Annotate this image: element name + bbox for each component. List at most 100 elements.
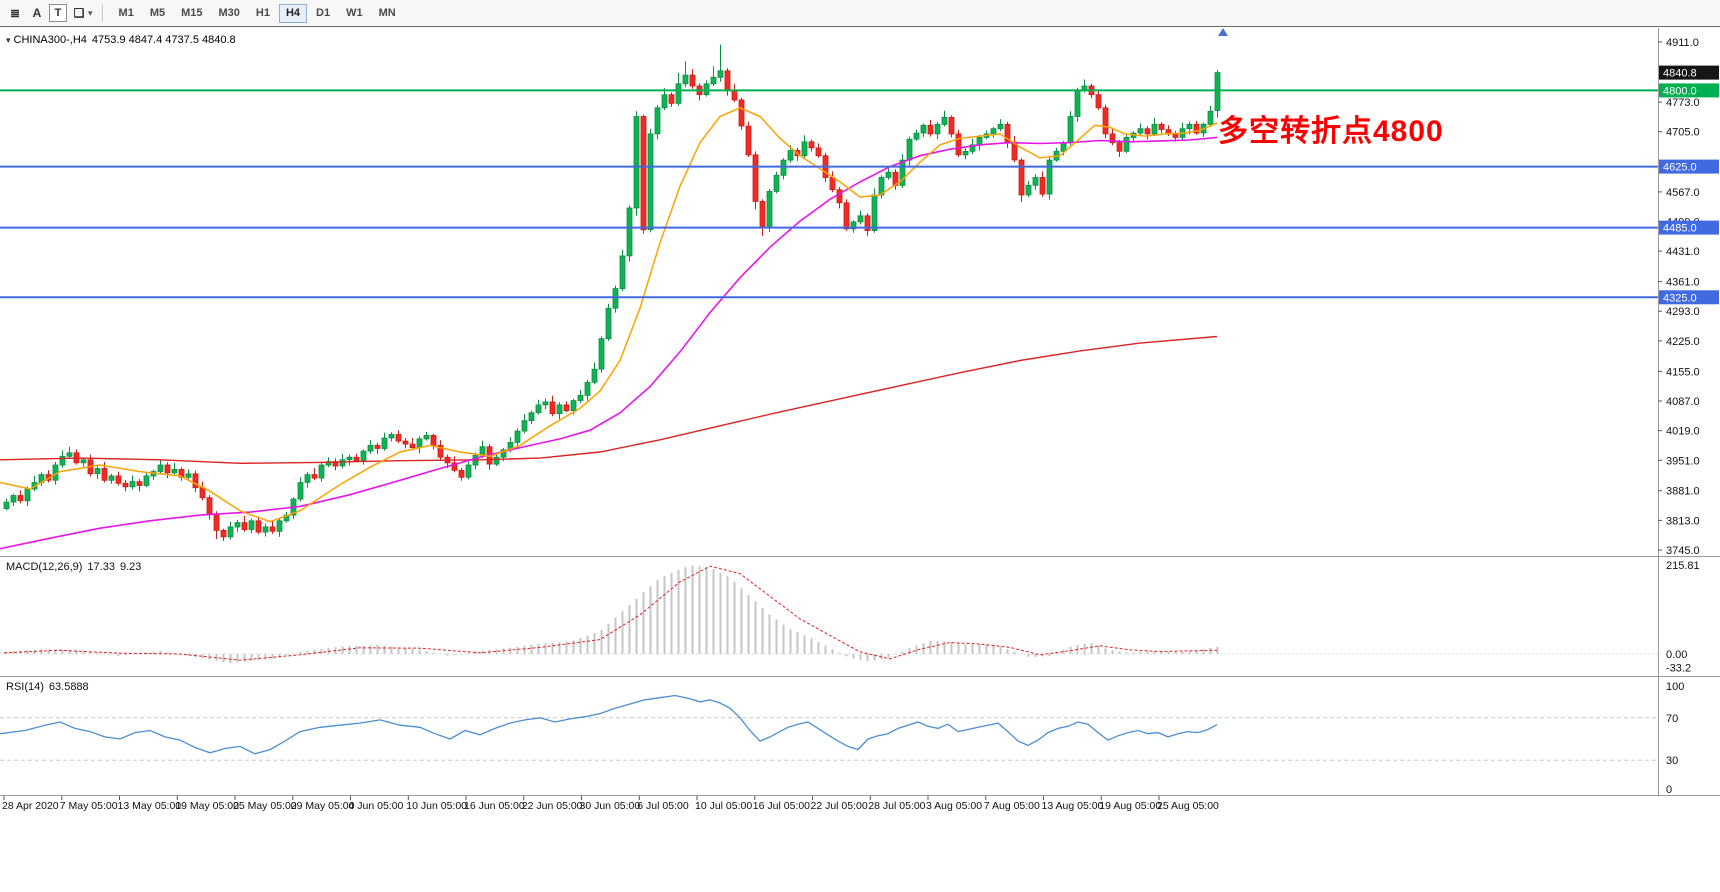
price-badge-label: 4485.0 [1663,223,1697,235]
macd-axis-label: -33.2 [1666,663,1691,675]
horizontal-level-lines[interactable] [0,89,1658,299]
candle [458,469,465,478]
candle [1102,107,1109,135]
candle [675,83,682,104]
candle [577,394,584,401]
cursor-icon[interactable]: A [32,6,42,20]
candle [1193,123,1200,134]
candle [1123,136,1130,152]
timeframe-button-mn[interactable]: MN [372,4,403,23]
price-tick-label: 4773.0 [1666,97,1700,109]
candle [535,404,542,414]
time-label: 25 Aug 05:00 [1157,800,1219,812]
candle [143,475,150,486]
timeframe-button-m30[interactable]: M30 [212,4,247,23]
text-tool-icon[interactable]: T [49,4,67,22]
timeframe-button-group: M1 M5 M15 M30 H1 H4 D1 W1 MN [111,3,404,23]
candle [689,74,696,87]
candle [346,456,353,461]
candle [423,434,430,440]
candle [220,530,227,538]
time-label: 3 Aug 05:00 [926,800,982,812]
candle [122,482,129,488]
candle [262,526,269,533]
candle [17,495,24,502]
candle [3,501,10,510]
candle [591,368,598,383]
candle [514,430,521,443]
chevron-down-icon[interactable]: ▾ [88,7,93,18]
candle [479,446,486,456]
candle [59,455,66,466]
price-tick-label: 4087.0 [1666,396,1700,408]
chart-canvas[interactable]: 4911.04773.04705.04567.04499.04431.04361… [0,28,1720,892]
price-tick-label: 4911.0 [1666,37,1699,49]
candle [129,481,136,488]
candle [682,74,689,85]
candle [934,123,941,135]
timeframe-button-h4[interactable]: H4 [278,3,308,23]
candle [955,133,962,156]
candle [1144,128,1151,135]
price-axis[interactable]: 4911.04773.04705.04567.04499.04431.04361… [1658,37,1719,557]
price-annotation: 多空转折点4800 [1218,115,1444,148]
candle [108,475,115,481]
macd-signal-line [3,565,1218,661]
chart-dropdown-icon[interactable]: ▾ [6,35,11,45]
candle [374,444,381,449]
candle [136,481,143,486]
time-label: 13 Aug 05:00 [1042,800,1104,812]
candle [1046,159,1053,195]
candle [157,464,164,472]
rsi-axis-label: 70 [1666,713,1678,725]
candle [269,526,276,532]
candle [276,520,283,532]
price-badge-label: 4800.0 [1663,85,1697,97]
rsi-pane: 100 70 30 0 [0,681,1684,796]
timeframe-button-d1[interactable]: D1 [309,4,337,23]
candle [612,288,619,309]
candle [787,150,794,161]
candle [465,464,472,478]
time-label: 29 May 05:00 [291,800,355,812]
candle [171,468,178,474]
price-badge-label: 4325.0 [1663,292,1697,304]
price-tick-label: 3745.0 [1666,545,1700,557]
timeframe-button-h1[interactable]: H1 [249,4,277,23]
candle [570,400,577,412]
charts-list-icon[interactable]: ≣ [9,6,21,20]
candle [402,440,409,445]
candle [626,207,633,257]
candle [10,495,17,503]
timeframe-button-m5[interactable]: M5 [143,4,172,23]
line-studies-icon[interactable]: ❏ [73,6,85,20]
time-label: 28 Jul 05:00 [868,800,925,812]
candle [1074,90,1081,117]
candle [948,117,955,135]
macd-axis-label: 0.00 [1666,649,1687,661]
candle [1109,133,1116,143]
candle [913,132,920,140]
macd-main-value: 17.33 [87,561,115,573]
price-tick-label: 4225.0 [1666,336,1700,348]
timeframe-button-m15[interactable]: M15 [174,4,209,23]
chart-shift-marker[interactable] [1218,28,1228,36]
time-label: 19 May 05:00 [175,800,239,812]
candle [339,459,346,467]
candle [871,194,878,231]
candle [164,464,171,474]
candle [528,412,535,421]
candle [563,404,570,411]
timeframe-button-w1[interactable]: W1 [339,4,370,23]
candle [717,70,724,78]
rsi-axis-label: 0 [1666,784,1672,796]
candle [745,125,752,156]
price-tick-label: 4567.0 [1666,187,1700,199]
candle [66,452,73,457]
chart-area[interactable]: 4911.04773.04705.04567.04499.04431.04361… [0,28,1720,892]
price-tick-label: 3881.0 [1666,486,1700,498]
candle [752,154,759,202]
timeframe-button-m1[interactable]: M1 [112,4,141,23]
